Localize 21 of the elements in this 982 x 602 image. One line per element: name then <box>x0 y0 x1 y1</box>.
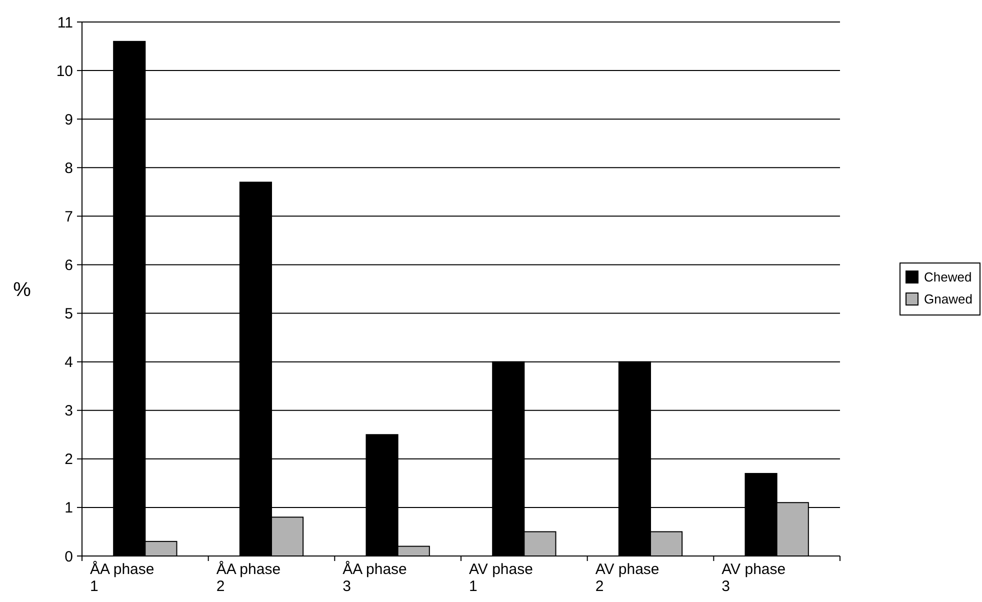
y-tick-label: 7 <box>64 208 73 226</box>
legend-label: Chewed <box>924 270 972 285</box>
y-axis-title: % <box>13 279 32 301</box>
y-tick-label: 2 <box>64 451 73 468</box>
y-tick-label: 3 <box>64 402 73 420</box>
y-tick-label: 4 <box>64 354 73 372</box>
y-tick-label: 11 <box>57 14 73 32</box>
x-tick-label: AV phase 2 <box>595 561 660 595</box>
x-tick-label: AV phase 3 <box>722 561 786 595</box>
y-tick-label: 1 <box>64 500 73 517</box>
legend-label: Gnawed <box>924 292 972 307</box>
x-tick-label: AV phase 1 <box>469 561 533 595</box>
x-tick-label: ÅA phase 1 <box>90 560 154 595</box>
y-tick-label: 6 <box>64 256 73 274</box>
y-tick-label: 9 <box>64 111 73 128</box>
y-tick-label: 10 <box>56 62 73 80</box>
y-tick-label: 8 <box>64 160 73 177</box>
x-tick-label: ÅA phase 2 <box>216 560 281 595</box>
x-tick-label: ÅA phase 3 <box>342 560 407 595</box>
y-tick-label: 5 <box>64 306 73 323</box>
y-tick-label: 0 <box>64 548 73 566</box>
